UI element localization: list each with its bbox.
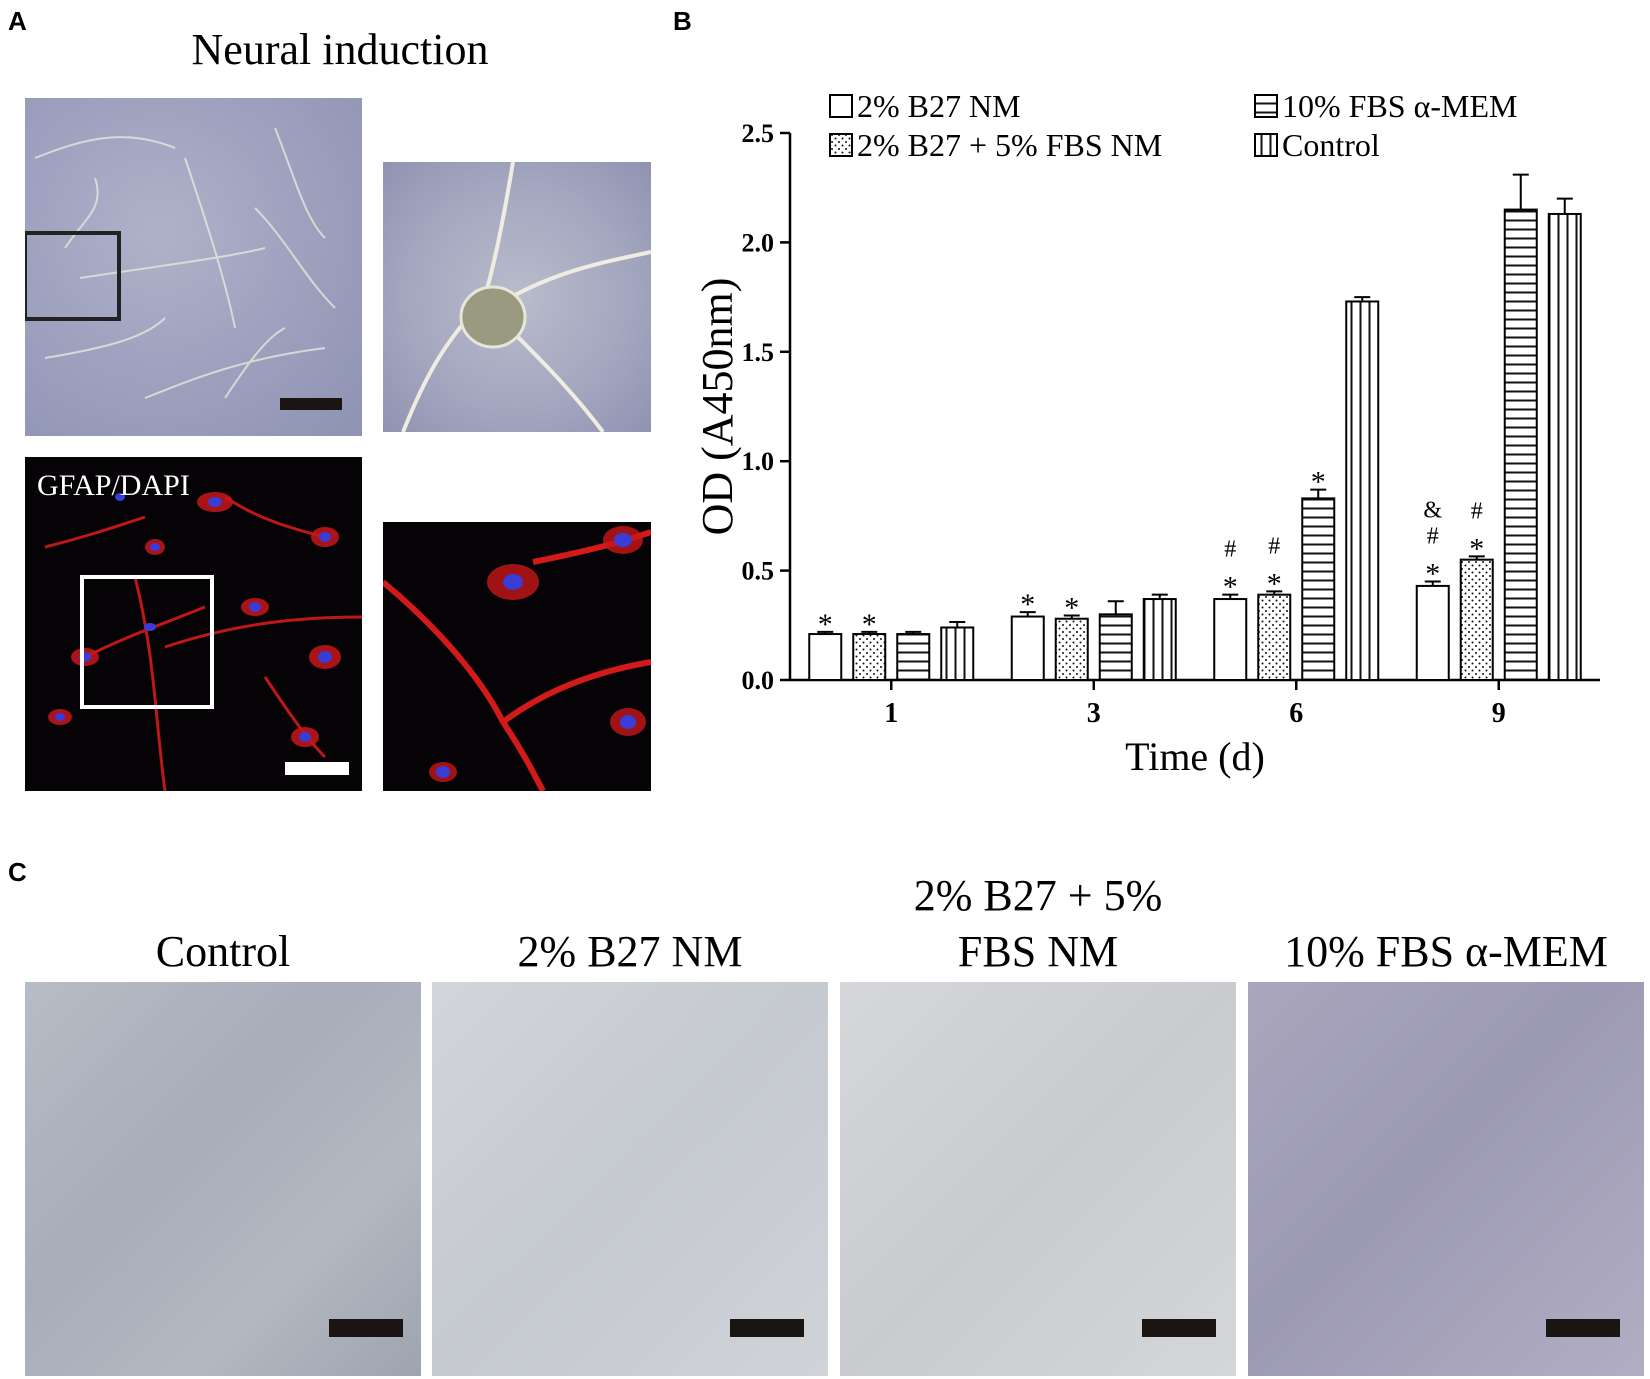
bar (940, 626, 975, 681)
legend-label: Control (1282, 127, 1380, 163)
significance-mark: * (818, 608, 833, 641)
y-tick-label: 1.0 (742, 447, 775, 476)
zoom-region-box (80, 575, 214, 709)
legend-swatch (829, 133, 853, 157)
y-tick-label: 0.0 (742, 666, 775, 695)
panel-label-a: A (8, 6, 27, 36)
significance-mark: # (1471, 498, 1483, 524)
bar (1098, 613, 1133, 681)
bar (1503, 208, 1538, 682)
x-tick-label: 1 (884, 698, 898, 729)
legend-label: 10% FBS α-MEM (1282, 88, 1517, 124)
x-axis-label: Time (d) (1125, 734, 1265, 779)
bar (1010, 615, 1045, 681)
panel-c-title-b27: 2% B27 NM (517, 927, 743, 976)
bar (1142, 598, 1177, 682)
bar (1345, 300, 1380, 681)
significance-mark: * (1311, 466, 1326, 499)
bar (1301, 497, 1336, 681)
b27-brightfield-image (432, 982, 828, 1376)
gfap-dapi-image: GFAP/DAPI (25, 457, 362, 791)
bar (852, 633, 887, 681)
control-brightfield-image (25, 982, 421, 1376)
panel-label-b: B (673, 6, 692, 36)
y-axis-label: OD (A450nm) (693, 278, 742, 536)
panel-c-title-b27-fbs-line1: 2% B27 + 5% (913, 871, 1163, 920)
scale-bar (285, 762, 349, 775)
significance-mark: * (1064, 591, 1079, 624)
legend-swatch (829, 94, 853, 118)
y-tick-label: 2.5 (742, 119, 775, 148)
y-tick-label: 1.5 (742, 338, 775, 367)
od-bar-chart: 0.0 0.5 1.0 1.5 2.0 2.5 OD (A450nm) Time (d) 1 * *… (693, 88, 1600, 779)
bar (1547, 212, 1582, 681)
panel-c-title-control: Control (155, 927, 291, 976)
y-tick-label: 2.0 (742, 228, 775, 257)
cell-outline-drawing (25, 127, 342, 410)
scale-bar (730, 1319, 804, 1337)
fluorescence-zoom-drawing (383, 526, 651, 791)
bar (896, 633, 931, 681)
significance-mark: * (1223, 571, 1238, 604)
bar (1415, 584, 1450, 682)
fbs-amem-brightfield-image (1248, 982, 1644, 1376)
legend-swatch (1254, 94, 1278, 118)
panel-c-title-b27-fbs-line2: FBS NM (957, 927, 1119, 976)
bar (1054, 617, 1089, 682)
brightfield-neural-image (25, 98, 362, 436)
cell-zoom-drawing (401, 162, 651, 432)
panel-label-c: C (8, 857, 27, 887)
significance-mark: * (1267, 567, 1282, 600)
zoom-region-box (25, 231, 121, 321)
legend-swatch (1254, 133, 1278, 157)
bar (1257, 593, 1292, 682)
significance-mark: * (1020, 588, 1035, 621)
significance-mark: # (1268, 533, 1280, 559)
significance-mark: & (1423, 498, 1442, 524)
x-tick-label: 9 (1492, 698, 1506, 729)
gfap-dapi-label: GFAP/DAPI (37, 469, 190, 502)
bar (1213, 598, 1248, 682)
scale-bar (1546, 1319, 1620, 1337)
b27-fbs-brightfield-image (840, 982, 1236, 1376)
scale-bar (329, 1319, 403, 1337)
scale-bar (1142, 1319, 1216, 1337)
legend-label: 2% B27 NM (857, 88, 1021, 124)
panel-c-title-fbs-amem: 10% FBS α-MEM (1284, 927, 1608, 976)
y-tick-label: 0.5 (742, 557, 775, 586)
bar (1459, 558, 1494, 681)
x-tick-label: 3 (1087, 698, 1101, 729)
fluorescence-cells-drawing (44, 492, 362, 791)
bar (808, 633, 843, 681)
x-tick-label: 6 (1289, 698, 1303, 729)
panel-a-title: Neural induction (191, 25, 489, 74)
significance-mark: # (1224, 537, 1236, 563)
scale-bar (280, 398, 342, 410)
significance-mark: * (1469, 532, 1484, 565)
gfap-dapi-zoom-image (383, 522, 651, 791)
significance-mark: * (1425, 558, 1440, 591)
legend-label: 2% B27 + 5% FBS NM (857, 127, 1162, 163)
brightfield-zoom-image (383, 162, 651, 432)
significance-mark: # (1427, 524, 1439, 550)
significance-mark: * (862, 608, 877, 641)
